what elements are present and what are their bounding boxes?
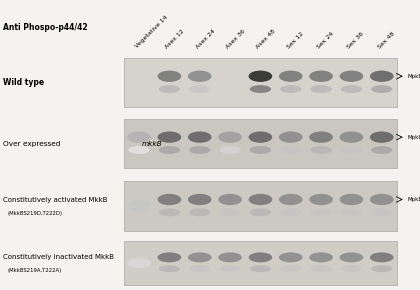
Ellipse shape: [218, 194, 242, 205]
Ellipse shape: [371, 146, 392, 154]
Ellipse shape: [310, 265, 332, 272]
Text: Asex 48: Asex 48: [256, 28, 277, 49]
Ellipse shape: [310, 85, 332, 93]
Ellipse shape: [249, 70, 272, 82]
Ellipse shape: [250, 85, 271, 93]
Ellipse shape: [280, 146, 302, 154]
Ellipse shape: [159, 265, 180, 272]
Ellipse shape: [250, 208, 271, 216]
Ellipse shape: [340, 70, 363, 82]
Text: Constitutively activated MkkB: Constitutively activated MkkB: [3, 197, 108, 202]
Text: Sex 12: Sex 12: [286, 31, 304, 49]
Text: Sex 48: Sex 48: [377, 31, 396, 49]
Ellipse shape: [189, 208, 210, 216]
Ellipse shape: [218, 131, 242, 143]
Ellipse shape: [250, 265, 271, 272]
Ellipse shape: [129, 146, 150, 154]
Ellipse shape: [279, 131, 302, 143]
Ellipse shape: [127, 258, 151, 268]
Text: Vegetative 14: Vegetative 14: [134, 15, 169, 49]
Text: (MkkBS219A,T222A): (MkkBS219A,T222A): [8, 268, 62, 273]
Ellipse shape: [310, 146, 332, 154]
Ellipse shape: [309, 252, 333, 262]
Ellipse shape: [310, 208, 332, 216]
Bar: [124, 58, 397, 107]
Ellipse shape: [189, 85, 210, 93]
Ellipse shape: [309, 131, 333, 143]
Ellipse shape: [159, 85, 180, 93]
Text: mkkB: mkkB: [142, 141, 163, 146]
Ellipse shape: [219, 265, 241, 272]
Ellipse shape: [158, 252, 181, 262]
Bar: [124, 241, 397, 285]
Text: Asex 36: Asex 36: [225, 28, 247, 49]
Ellipse shape: [279, 70, 302, 82]
Ellipse shape: [189, 265, 210, 272]
Text: MpkB: MpkB: [408, 197, 420, 202]
Bar: [124, 181, 397, 231]
Ellipse shape: [341, 85, 362, 93]
Ellipse shape: [158, 131, 181, 143]
Ellipse shape: [188, 131, 212, 143]
Ellipse shape: [280, 85, 302, 93]
Text: Asex 24: Asex 24: [195, 28, 216, 49]
Ellipse shape: [371, 208, 392, 216]
Ellipse shape: [340, 252, 363, 262]
Ellipse shape: [159, 146, 180, 154]
Text: Constitutively inactivated MkkB: Constitutively inactivated MkkB: [3, 254, 114, 260]
Ellipse shape: [279, 194, 302, 205]
Ellipse shape: [341, 265, 362, 272]
Ellipse shape: [158, 194, 181, 205]
Ellipse shape: [219, 208, 241, 216]
Text: Asex 12: Asex 12: [165, 28, 186, 49]
Ellipse shape: [127, 131, 151, 143]
Ellipse shape: [370, 70, 394, 82]
Ellipse shape: [219, 146, 241, 154]
Ellipse shape: [249, 252, 272, 262]
Ellipse shape: [280, 265, 302, 272]
Ellipse shape: [340, 194, 363, 205]
Text: Sex 24: Sex 24: [316, 31, 335, 49]
Ellipse shape: [249, 131, 272, 143]
Ellipse shape: [280, 208, 302, 216]
Ellipse shape: [371, 85, 392, 93]
Ellipse shape: [188, 194, 212, 205]
Ellipse shape: [370, 194, 394, 205]
Ellipse shape: [279, 252, 302, 262]
Ellipse shape: [188, 252, 212, 262]
Ellipse shape: [370, 131, 394, 143]
Ellipse shape: [370, 252, 394, 262]
Ellipse shape: [250, 146, 271, 154]
Bar: [124, 119, 397, 168]
Ellipse shape: [340, 131, 363, 143]
Text: (MkkBS219D,T222D): (MkkBS219D,T222D): [8, 211, 63, 216]
Text: Over expressed: Over expressed: [3, 141, 63, 146]
Ellipse shape: [249, 194, 272, 205]
Text: MpkB: MpkB: [408, 135, 420, 140]
Ellipse shape: [158, 70, 181, 82]
Ellipse shape: [309, 194, 333, 205]
Ellipse shape: [127, 200, 151, 212]
Ellipse shape: [189, 146, 210, 154]
Text: MpkB: MpkB: [408, 74, 420, 79]
Ellipse shape: [309, 70, 333, 82]
Ellipse shape: [341, 146, 362, 154]
Text: Anti Phospo-p44/42: Anti Phospo-p44/42: [3, 23, 88, 32]
Text: Wild type: Wild type: [3, 78, 45, 87]
Ellipse shape: [371, 265, 392, 272]
Ellipse shape: [341, 208, 362, 216]
Ellipse shape: [188, 70, 212, 82]
Ellipse shape: [159, 208, 180, 216]
Text: Sex 36: Sex 36: [346, 31, 365, 49]
Ellipse shape: [218, 252, 242, 262]
